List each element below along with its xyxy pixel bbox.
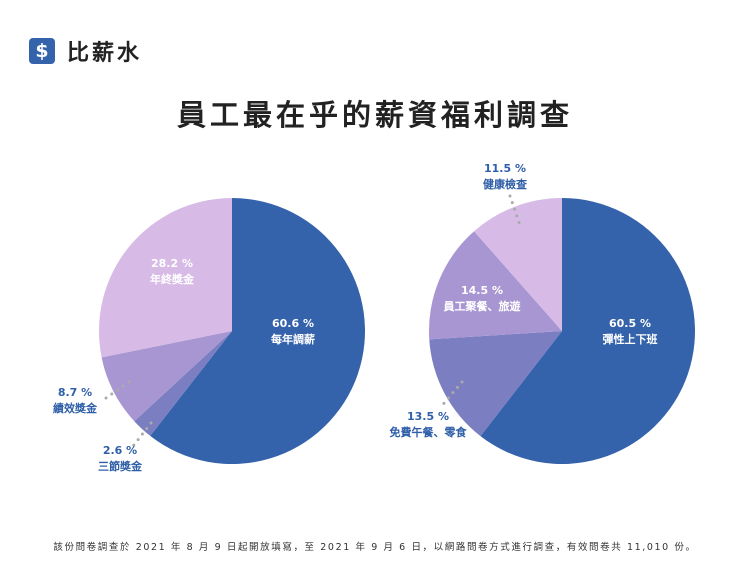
slice-value-label: 28.2 %: [151, 257, 193, 270]
slice-category-label: 年終獎金: [150, 272, 195, 286]
brand-name: 比薪水: [67, 41, 143, 66]
slice-value-label: 2.6 %: [103, 444, 137, 457]
slice-category-label: 健康檢查: [483, 177, 527, 191]
pie-slice: [101, 331, 232, 422]
slice-category-label: 免費午餐、零食: [390, 425, 468, 439]
pie-slice: [150, 198, 365, 464]
slice-category-label: 每年調薪: [271, 332, 315, 346]
dollar-sign-icon: $: [29, 38, 55, 64]
pie-slice: [480, 198, 695, 464]
pie-slice: [429, 231, 562, 340]
leader-line: [438, 380, 464, 410]
leader-line: [104, 380, 131, 400]
slice-category-label: 績效獎金: [53, 401, 98, 415]
slice-category-label: 三節獎金: [98, 459, 143, 473]
slice-category-label: 員工聚餐、旅遊: [443, 299, 521, 313]
slice-value-label: 11.5 %: [484, 162, 526, 175]
slice-value-label: 14.5 %: [461, 284, 503, 297]
pie-slice: [474, 198, 562, 331]
leader-line: [508, 194, 523, 230]
pie-slice: [429, 331, 562, 437]
footnote: 該份問卷調查於 2021 年 8 月 9 日起開放填寫，至 2021 年 9 月…: [53, 542, 697, 553]
slice-value-label: 13.5 %: [407, 410, 449, 423]
slice-value-label: 60.5 %: [609, 317, 651, 330]
slice-category-label: 彈性上下班: [603, 332, 658, 346]
page-title: 員工最在乎的薪資福利調查: [176, 98, 573, 132]
pie-slice: [134, 331, 232, 436]
slice-value-label: 60.6 %: [272, 317, 314, 330]
brand-logo: $ 比薪水: [29, 35, 142, 67]
pie-slice: [98, 198, 232, 358]
leader-line: [128, 421, 153, 452]
slice-value-label: 8.7 %: [58, 386, 92, 399]
